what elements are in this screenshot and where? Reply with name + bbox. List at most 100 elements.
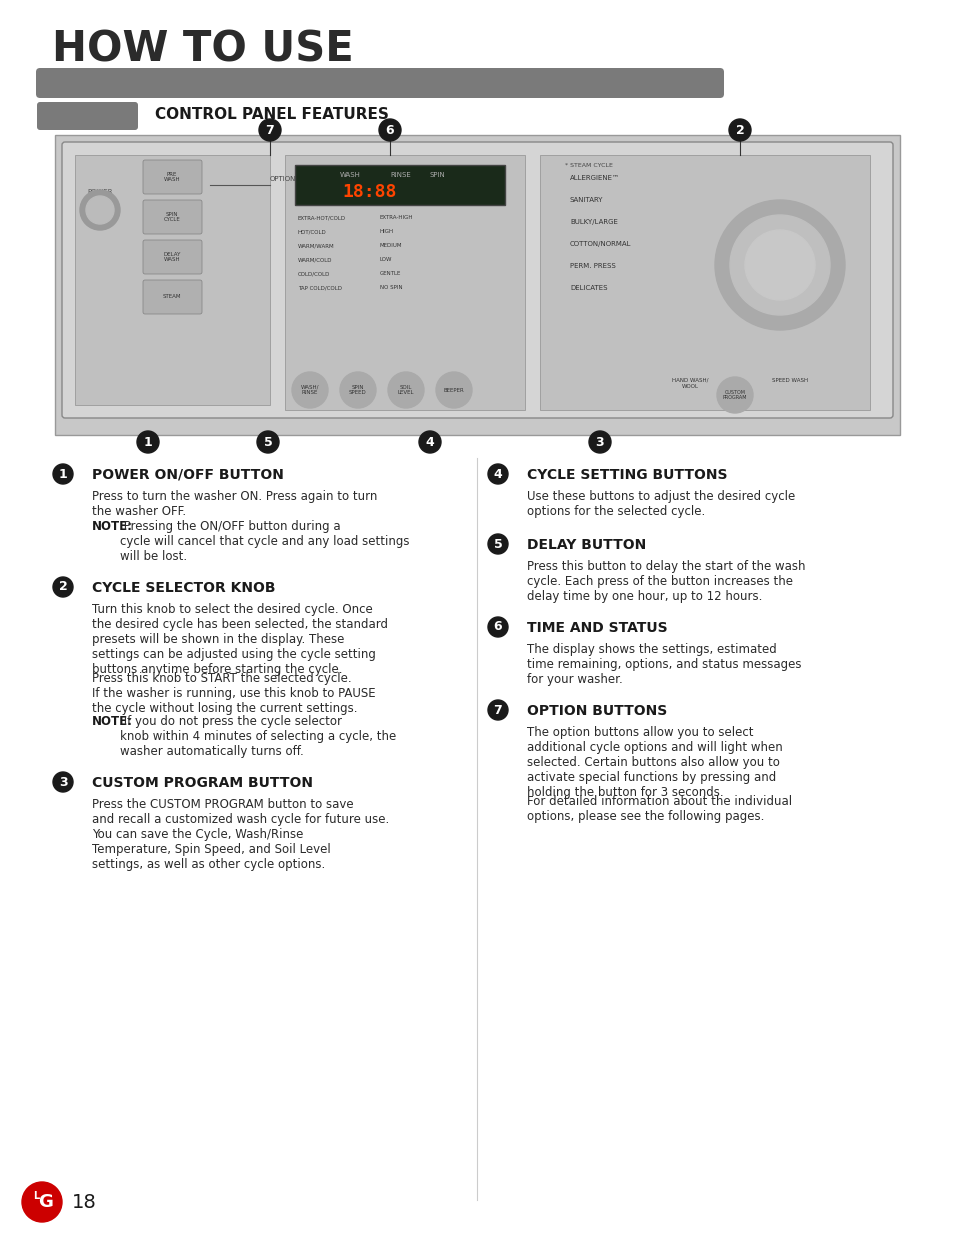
Circle shape: [588, 431, 610, 453]
Text: 6: 6: [385, 124, 394, 137]
FancyBboxPatch shape: [62, 142, 892, 417]
Circle shape: [488, 464, 507, 484]
Text: NO SPIN: NO SPIN: [379, 285, 402, 290]
FancyBboxPatch shape: [285, 156, 524, 410]
Text: WASH/
RINSE: WASH/ RINSE: [300, 384, 319, 395]
Text: PERM. PRESS: PERM. PRESS: [569, 263, 615, 269]
Text: CUSTOM
PROGRAM: CUSTOM PROGRAM: [722, 389, 746, 400]
Circle shape: [339, 372, 375, 408]
Text: 2: 2: [735, 124, 743, 137]
Text: SOIL
LEVEL: SOIL LEVEL: [397, 384, 414, 395]
Text: Press this button to delay the start of the wash
cycle. Each press of the button: Press this button to delay the start of …: [526, 559, 804, 603]
Text: SPIN
CYCLE: SPIN CYCLE: [164, 211, 180, 222]
Text: 7: 7: [493, 704, 502, 716]
Circle shape: [378, 119, 400, 141]
Circle shape: [744, 230, 814, 300]
Text: 7: 7: [265, 124, 274, 137]
FancyBboxPatch shape: [55, 135, 899, 435]
Text: Press the CUSTOM PROGRAM button to save
and recall a customized wash cycle for f: Press the CUSTOM PROGRAM button to save …: [91, 798, 389, 826]
FancyBboxPatch shape: [143, 161, 202, 194]
Text: BEEPER: BEEPER: [443, 388, 464, 393]
Circle shape: [292, 372, 328, 408]
Text: * STEAM CYCLE: * STEAM CYCLE: [564, 163, 612, 168]
FancyBboxPatch shape: [36, 68, 723, 98]
Text: HOT/COLD: HOT/COLD: [297, 228, 327, 233]
Text: 3: 3: [595, 436, 603, 448]
Text: CYCLE SETTING BUTTONS: CYCLE SETTING BUTTONS: [526, 468, 727, 482]
Circle shape: [714, 200, 844, 330]
Text: NOTE:: NOTE:: [91, 715, 132, 727]
FancyBboxPatch shape: [539, 156, 869, 410]
Text: HOW TO USE: HOW TO USE: [52, 28, 354, 70]
Text: SANITARY: SANITARY: [569, 198, 603, 203]
Circle shape: [53, 772, 73, 792]
FancyBboxPatch shape: [75, 156, 270, 405]
Text: Press to turn the washer ON. Press again to turn
the washer OFF.: Press to turn the washer ON. Press again…: [91, 490, 377, 517]
Text: ALLERGIENE™: ALLERGIENE™: [569, 175, 619, 182]
Circle shape: [728, 119, 750, 141]
Text: SPIN: SPIN: [430, 172, 445, 178]
Circle shape: [53, 577, 73, 597]
Text: CYCLE SELECTOR KNOB: CYCLE SELECTOR KNOB: [91, 580, 275, 595]
Text: COLD/COLD: COLD/COLD: [297, 270, 330, 275]
Text: G: G: [38, 1193, 53, 1212]
Text: DELICATES: DELICATES: [569, 285, 607, 291]
Text: Use these buttons to adjust the desired cycle
options for the selected cycle.: Use these buttons to adjust the desired …: [526, 490, 795, 517]
FancyBboxPatch shape: [143, 200, 202, 233]
Circle shape: [436, 372, 472, 408]
Text: 6: 6: [493, 620, 502, 634]
Text: 2: 2: [58, 580, 68, 594]
Circle shape: [86, 196, 113, 224]
Text: HIGH: HIGH: [379, 228, 394, 233]
Circle shape: [80, 190, 120, 230]
Text: 18: 18: [71, 1193, 96, 1212]
Text: POWER ON/OFF BUTTON: POWER ON/OFF BUTTON: [91, 468, 284, 482]
Text: DELAY BUTTON: DELAY BUTTON: [526, 538, 645, 552]
FancyBboxPatch shape: [143, 280, 202, 314]
Text: 4: 4: [493, 468, 502, 480]
Text: TIME AND STATUS: TIME AND STATUS: [526, 621, 667, 635]
Text: RINSE: RINSE: [390, 172, 411, 178]
Text: 4: 4: [425, 436, 434, 448]
Circle shape: [256, 431, 278, 453]
Text: Press this knob to START the selected cycle.
If the washer is running, use this : Press this knob to START the selected cy…: [91, 672, 375, 715]
Text: 18:88: 18:88: [342, 183, 396, 201]
Text: OPTION: OPTION: [270, 177, 296, 182]
Circle shape: [418, 431, 440, 453]
Text: For detailed information about the individual
options, please see the following : For detailed information about the indiv…: [526, 795, 791, 823]
Text: 1: 1: [58, 468, 68, 480]
Circle shape: [717, 377, 752, 412]
Circle shape: [488, 618, 507, 637]
Text: PRE
WASH: PRE WASH: [164, 172, 180, 183]
Text: TAP COLD/COLD: TAP COLD/COLD: [297, 285, 341, 290]
Text: L: L: [32, 1191, 39, 1200]
Text: LOW: LOW: [379, 257, 392, 262]
Text: WASH: WASH: [339, 172, 360, 178]
Text: You can save the Cycle, Wash/Rinse
Temperature, Spin Speed, and Soil Level
setti: You can save the Cycle, Wash/Rinse Tempe…: [91, 827, 331, 871]
Text: POWER: POWER: [87, 189, 112, 195]
Text: 3: 3: [59, 776, 68, 788]
Text: Pressing the ON/OFF button during a
cycle will cancel that cycle and any load se: Pressing the ON/OFF button during a cycl…: [119, 520, 409, 563]
Text: BULKY/LARGE: BULKY/LARGE: [569, 219, 618, 225]
Text: OPTION BUTTONS: OPTION BUTTONS: [526, 704, 666, 718]
Text: If you do not press the cycle selector
knob within 4 minutes of selecting a cycl: If you do not press the cycle selector k…: [119, 715, 395, 758]
Text: NOTE:: NOTE:: [91, 520, 132, 534]
Text: GENTLE: GENTLE: [379, 270, 401, 275]
Text: SPIN
SPEED: SPIN SPEED: [349, 384, 367, 395]
Text: The option buttons allow you to select
additional cycle options and will light w: The option buttons allow you to select a…: [526, 726, 781, 799]
Text: WARM/WARM: WARM/WARM: [297, 243, 335, 248]
Text: EXTRA-HIGH: EXTRA-HIGH: [379, 215, 413, 220]
Circle shape: [53, 464, 73, 484]
Text: HAND WASH/
WOOL: HAND WASH/ WOOL: [671, 378, 707, 389]
FancyBboxPatch shape: [294, 165, 504, 205]
FancyBboxPatch shape: [37, 103, 138, 130]
Text: CUSTOM PROGRAM BUTTON: CUSTOM PROGRAM BUTTON: [91, 776, 313, 790]
Text: The display shows the settings, estimated
time remaining, options, and status me: The display shows the settings, estimate…: [526, 643, 801, 685]
Circle shape: [488, 700, 507, 720]
Circle shape: [22, 1182, 62, 1221]
Circle shape: [388, 372, 423, 408]
Text: SPEED WASH: SPEED WASH: [771, 378, 807, 383]
Text: 5: 5: [263, 436, 273, 448]
Text: STEAM: STEAM: [163, 294, 181, 300]
FancyBboxPatch shape: [143, 240, 202, 274]
